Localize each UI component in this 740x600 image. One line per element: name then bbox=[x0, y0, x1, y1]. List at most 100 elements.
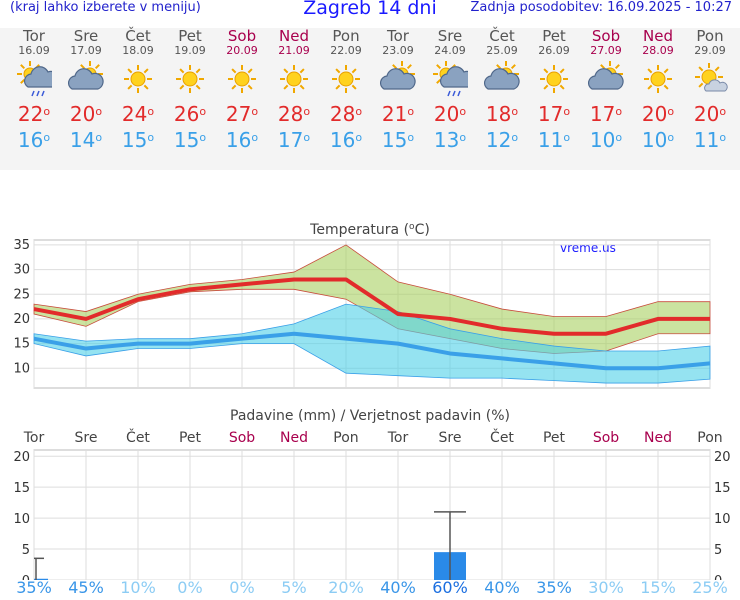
min-temperature-value: 13 bbox=[433, 128, 460, 152]
degree-symbol: o bbox=[147, 105, 155, 118]
category-label: Pet bbox=[179, 430, 202, 446]
precipitation-probability: 45% bbox=[68, 578, 104, 597]
precipitation-bar bbox=[34, 578, 48, 580]
partly-cloudy-icon bbox=[476, 57, 528, 101]
min-temperature-line bbox=[33, 331, 711, 371]
max-temperature-band bbox=[33, 244, 711, 354]
sun-cloud-icon bbox=[684, 57, 736, 101]
forecast-days: Tor 16.09 22o 16o Sre 17.09 20o 14o Čet 18.09 24o 1… bbox=[0, 28, 740, 170]
degree-symbol: o bbox=[303, 105, 311, 118]
max-temperature-value: 20 bbox=[69, 102, 96, 126]
day-column: Pon 22.09 28o 16o bbox=[320, 28, 372, 153]
day-date: 22.09 bbox=[330, 44, 362, 57]
min-temperature-value: 12 bbox=[485, 128, 512, 152]
min-temperature: 12o bbox=[476, 127, 528, 153]
degree-symbol: o bbox=[511, 105, 519, 118]
degree-symbol: o bbox=[511, 131, 519, 144]
min-temperature: 14o bbox=[60, 127, 112, 153]
degree-symbol: o bbox=[251, 105, 259, 118]
min-temperature: 10o bbox=[580, 127, 632, 153]
degree-symbol: o bbox=[95, 131, 103, 144]
y-tick-label-right: 10 bbox=[714, 512, 731, 527]
degree-symbol: o bbox=[147, 131, 155, 144]
day-name: Ned bbox=[643, 27, 673, 45]
y-tick-label-right: 15 bbox=[714, 481, 731, 496]
max-temperature: 20o bbox=[632, 101, 684, 127]
page-title: Zagreb 14 dni bbox=[303, 0, 437, 19]
min-temperature: 16o bbox=[216, 127, 268, 153]
degree-symbol: o bbox=[199, 131, 207, 144]
rain-sun-icon bbox=[8, 57, 60, 101]
max-temperature: 20o bbox=[424, 101, 476, 127]
degree-symbol: o bbox=[667, 105, 675, 118]
day-column: Tor 23.09 21o 15o bbox=[372, 28, 424, 153]
y-tick-label: 5 bbox=[22, 543, 30, 558]
y-tick-label-right: 0 bbox=[714, 574, 722, 580]
day-date: 29.09 bbox=[694, 44, 726, 57]
max-temperature: 28o bbox=[268, 101, 320, 127]
y-tick-label: 20 bbox=[13, 312, 30, 327]
day-date: 19.09 bbox=[174, 44, 206, 57]
header: (kraj lahko izberete v meniju) Zagreb 14… bbox=[0, 0, 740, 22]
degree-symbol: o bbox=[615, 131, 623, 144]
day-name: Sre bbox=[73, 27, 99, 45]
min-temperature-value: 17 bbox=[277, 128, 304, 152]
partly-cloudy-icon bbox=[60, 57, 112, 101]
sun-icon bbox=[164, 57, 216, 101]
max-temperature-line bbox=[33, 277, 710, 336]
min-temperature-value: 16 bbox=[225, 128, 252, 152]
partly-cloudy-icon bbox=[580, 57, 632, 101]
y-tick-label: 15 bbox=[13, 337, 30, 352]
chart-watermark: vreme.us bbox=[560, 241, 616, 255]
min-temperature-value: 10 bbox=[641, 128, 668, 152]
degree-symbol: o bbox=[95, 105, 103, 118]
max-temperature-value: 28 bbox=[329, 102, 356, 126]
max-temperature-value: 26 bbox=[173, 102, 200, 126]
min-temperature: 15o bbox=[164, 127, 216, 153]
min-temperature: 17o bbox=[268, 127, 320, 153]
precipitation-chart: Padavine (mm) / Verjetnost padavin (%) T… bbox=[13, 408, 731, 580]
y-tick-label: 30 bbox=[13, 263, 30, 278]
day-date: 24.09 bbox=[434, 44, 466, 57]
category-label: Pet bbox=[543, 430, 566, 446]
y-tick-label: 10 bbox=[13, 512, 30, 527]
day-column: Sre 17.09 20o 14o bbox=[60, 28, 112, 153]
max-temperature: 24o bbox=[112, 101, 164, 127]
category-label: Ned bbox=[280, 430, 308, 446]
max-temperature-value: 20 bbox=[641, 102, 668, 126]
y-tick-label: 25 bbox=[13, 287, 30, 302]
degree-symbol: o bbox=[719, 131, 727, 144]
day-name: Pet bbox=[542, 27, 566, 45]
precipitation-probability: 5% bbox=[281, 578, 307, 597]
precipitation-probability-row: 35% 45% 10% 0% 0% 5% 20% 40% 60% 40% 35% 30% 15% 25% bbox=[0, 578, 740, 600]
precipitation-probability: 40% bbox=[484, 578, 520, 597]
category-label: Tor bbox=[387, 430, 409, 446]
max-temperature: 22o bbox=[8, 101, 60, 127]
day-date: 16.09 bbox=[18, 44, 50, 57]
day-name: Čet bbox=[125, 27, 151, 45]
degree-symbol: o bbox=[459, 131, 467, 144]
degree-symbol: o bbox=[563, 105, 571, 118]
category-label: Pon bbox=[697, 430, 722, 446]
degree-symbol: o bbox=[251, 131, 259, 144]
plot-frame bbox=[33, 449, 711, 580]
min-temperature: 15o bbox=[372, 127, 424, 153]
y-tick-label-right: 5 bbox=[714, 543, 722, 558]
day-column: Pet 19.09 26o 15o bbox=[164, 28, 216, 153]
precipitation-probability: 35% bbox=[536, 578, 572, 597]
category-label: Sob bbox=[593, 430, 619, 446]
degree-symbol: o bbox=[407, 105, 415, 118]
min-temperature: 10o bbox=[632, 127, 684, 153]
degree-symbol: o bbox=[459, 105, 467, 118]
last-updated: Zadnja posodobitev: 16.09.2025 - 10:27 bbox=[470, 0, 732, 15]
day-date: 27.09 bbox=[590, 44, 622, 57]
degree-symbol: o bbox=[199, 105, 207, 118]
min-temperature-value: 15 bbox=[173, 128, 200, 152]
max-temperature: 20o bbox=[684, 101, 736, 127]
menu-hint: (kraj lahko izberete v meniju) bbox=[10, 0, 201, 15]
max-temperature: 21o bbox=[372, 101, 424, 127]
day-column: Sob 27.09 17o 10o bbox=[580, 28, 632, 153]
degree-symbol: o bbox=[43, 131, 51, 144]
day-column: Pet 26.09 17o 11o bbox=[528, 28, 580, 153]
day-name: Sre bbox=[437, 27, 463, 45]
